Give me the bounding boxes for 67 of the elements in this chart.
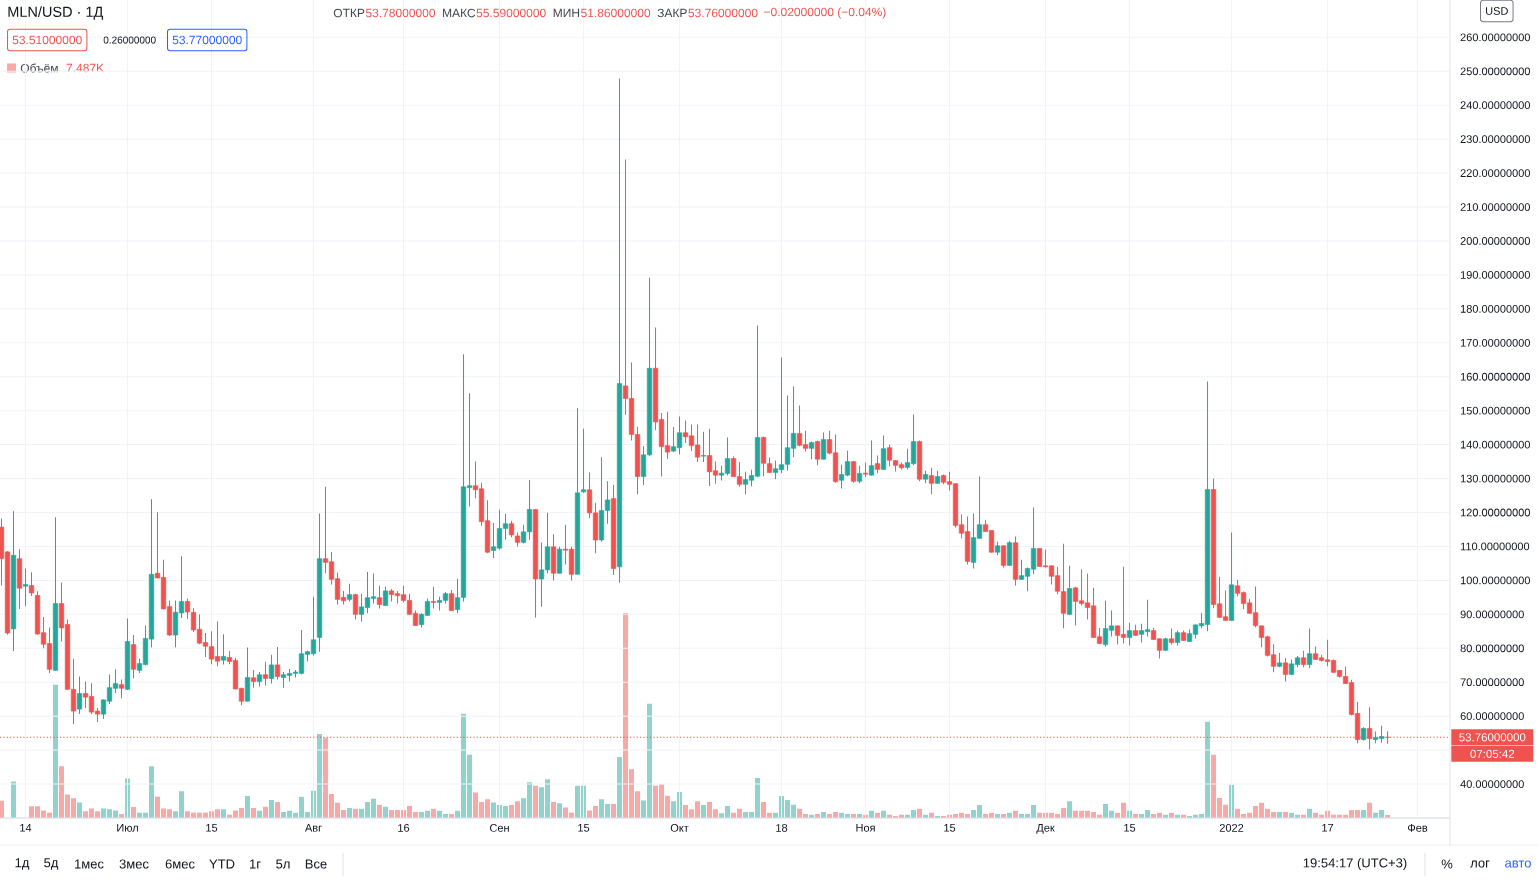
x-tick-label: Июл xyxy=(117,824,138,832)
x-tick-label: 14 xyxy=(20,824,32,832)
text: авто xyxy=(1505,860,1531,868)
text: USD xyxy=(1486,7,1508,15)
y-tick-label: 260.00000000 xyxy=(1460,33,1530,42)
y-tick-label: 80.00000000 xyxy=(1460,644,1524,653)
text: 6мес xyxy=(165,859,195,869)
text: 19:54:17 (UTC+3) xyxy=(1303,857,1407,871)
text: 5д xyxy=(44,858,59,870)
text: 1д xyxy=(15,858,30,870)
x-tick-label: Дек xyxy=(1036,824,1055,834)
annotation: ЗАКР xyxy=(657,8,687,18)
y-tick-label: 90.00000000 xyxy=(1460,610,1524,619)
y-tick-label: 240.00000000 xyxy=(1460,101,1530,110)
x-tick-label: 18 xyxy=(776,824,788,832)
text: 1г xyxy=(250,859,261,869)
annotation: 53.78000000 xyxy=(365,8,436,18)
annotation: 53.77000000 xyxy=(172,35,242,45)
annotation: 55.59000000 xyxy=(476,8,546,18)
x-tick-label: Фев xyxy=(1408,824,1428,832)
y-tick-label: 210.00000000 xyxy=(1460,203,1530,211)
text: 07:05:42 xyxy=(1470,749,1515,758)
annotation: 0.26000000 xyxy=(103,36,156,44)
y-tick-label: 150.00000000 xyxy=(1460,406,1530,415)
x-tick-label: 15 xyxy=(944,824,956,832)
chart-title: MLN/USD · 1Д xyxy=(8,6,104,20)
text: лог xyxy=(1470,860,1490,868)
y-tick-label: 140.00000000 xyxy=(1460,440,1530,449)
y-tick-label: 160.00000000 xyxy=(1460,372,1530,381)
x-tick-label: 16 xyxy=(398,824,410,832)
annotation: МИН xyxy=(553,8,580,18)
y-tick-label: 170.00000000 xyxy=(1460,338,1530,347)
text: 3мес xyxy=(119,859,149,869)
x-tick-label: 15 xyxy=(1124,824,1136,832)
y-tick-label: 100.00000000 xyxy=(1460,576,1530,585)
y-tick-label: 180.00000000 xyxy=(1460,304,1530,313)
x-tick-label: Ноя xyxy=(856,824,875,832)
text: % xyxy=(1441,859,1453,869)
y-tick-label: 130.00000000 xyxy=(1460,474,1530,483)
x-tick-label: 15 xyxy=(578,824,590,832)
annotation: 53.51000000 xyxy=(12,35,82,45)
x-tick-label: 15 xyxy=(206,824,218,832)
y-tick-label: 40.00000000 xyxy=(1460,780,1524,788)
x-tick-label: 17 xyxy=(1322,824,1334,832)
x-tick-label: Авг xyxy=(304,824,322,832)
y-tick-label: 220.00000000 xyxy=(1460,169,1530,177)
annotation: 53.76000000 xyxy=(688,8,758,18)
x-tick-label: Сен xyxy=(490,824,509,832)
y-tick-label: 60.00000000 xyxy=(1460,712,1524,721)
ref-line-label: 53.76000000 xyxy=(1459,733,1526,742)
text: Все xyxy=(305,859,327,869)
x-tick-label: Окт xyxy=(670,824,689,832)
text: 5л xyxy=(276,859,290,869)
y-tick-label: 230.00000000 xyxy=(1460,135,1530,144)
y-tick-label: 70.00000000 xyxy=(1460,678,1524,687)
x-tick-label: 2022 xyxy=(1219,824,1244,832)
annotation: −0.02000000 (−0.04%) xyxy=(764,7,886,19)
text: 1мес xyxy=(75,859,104,869)
y-tick-label: 190.00000000 xyxy=(1460,271,1530,279)
annotation: 51.86000000 xyxy=(581,8,651,18)
y-tick-label: 200.00000000 xyxy=(1460,237,1530,245)
text: YTD xyxy=(209,859,235,869)
y-tick-label: 120.00000000 xyxy=(1460,508,1530,517)
y-tick-label: 250.00000000 xyxy=(1460,67,1530,76)
annotation: ОТКР xyxy=(333,8,365,18)
annotation: МАКС xyxy=(443,8,476,18)
y-tick-label: 110.00000000 xyxy=(1460,542,1530,551)
